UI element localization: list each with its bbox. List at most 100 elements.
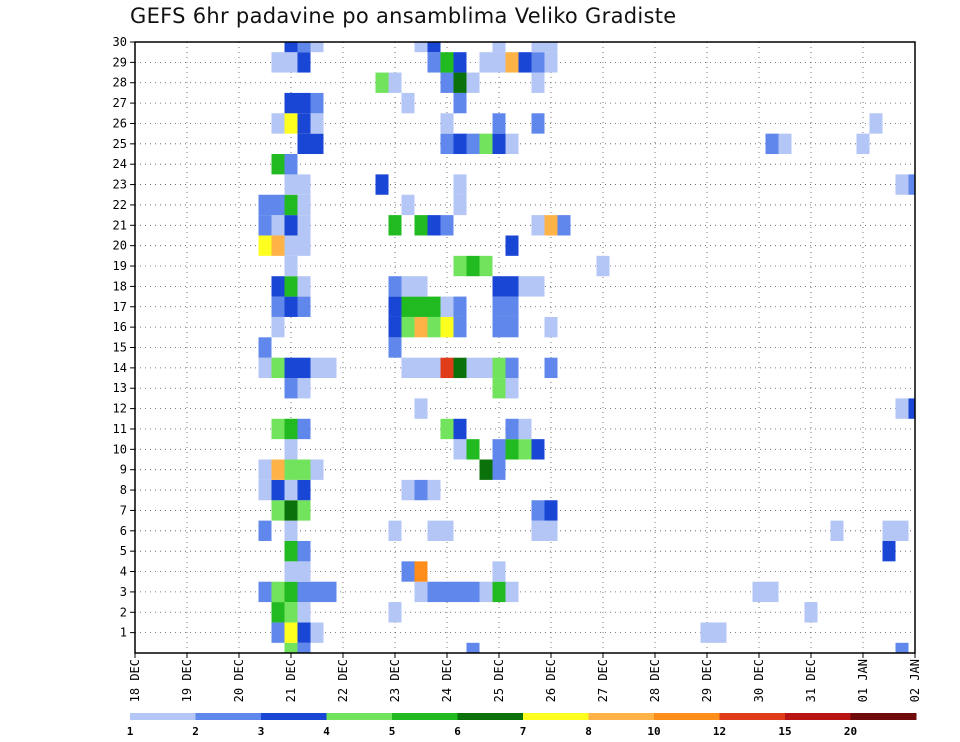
- heatmap-cell: [440, 52, 454, 73]
- heatmap-cell: [284, 276, 298, 297]
- heatmap-cell: [388, 520, 402, 541]
- legend-swatch: [588, 713, 655, 720]
- heatmap-cell: [284, 215, 298, 236]
- y-tick-label: 21: [113, 218, 127, 232]
- heatmap-cell: [297, 540, 311, 562]
- heatmap-cell: [271, 52, 285, 73]
- heatmap-cell: [297, 113, 311, 134]
- x-tick-label: 02 JAN: [908, 659, 922, 702]
- heatmap-cell: [414, 42, 428, 53]
- heatmap-cell: [557, 215, 571, 236]
- heatmap-cell: [895, 520, 909, 541]
- heatmap-cell: [401, 479, 415, 501]
- heatmap-cell: [531, 113, 545, 134]
- y-tick-label: 4: [120, 565, 127, 579]
- legend-swatch: [654, 713, 720, 720]
- heatmap-cell: [440, 581, 454, 603]
- heatmap-cell: [492, 459, 506, 480]
- heatmap-cell: [388, 296, 402, 317]
- heatmap-cell: [427, 296, 441, 317]
- legend-label: 5: [389, 725, 396, 738]
- heatmap-cell: [388, 215, 402, 236]
- heatmap-cell: [505, 316, 519, 338]
- heatmap-cell: [440, 72, 454, 93]
- heatmap-cell: [284, 642, 298, 653]
- heatmap-cell: [310, 357, 324, 379]
- y-tick-label: 7: [120, 503, 127, 517]
- legend-label: 20: [844, 725, 857, 738]
- heatmap-cell: [284, 479, 298, 501]
- y-tick-label: 15: [113, 341, 127, 355]
- y-tick-label: 29: [113, 55, 127, 69]
- y-tick-label: 5: [120, 544, 127, 558]
- legend-swatch: [457, 713, 524, 720]
- heatmap-cell: [388, 316, 402, 338]
- heatmap-cell: [271, 622, 285, 643]
- heatmap-cell: [492, 52, 506, 73]
- heatmap-cell: [544, 316, 558, 338]
- heatmap-cell: [271, 296, 285, 317]
- heatmap-cell: [258, 194, 272, 216]
- heatmap-cell: [271, 418, 285, 440]
- heatmap-cell: [531, 42, 545, 53]
- heatmap-cell: [869, 113, 883, 134]
- y-tick-label: 20: [113, 239, 127, 253]
- heatmap-cell: [297, 194, 311, 216]
- heatmap-cell: [310, 581, 324, 603]
- heatmap-cell: [284, 520, 298, 541]
- heatmap-cell: [492, 357, 506, 379]
- heatmap-cell: [492, 561, 506, 582]
- heatmap-cell: [284, 154, 298, 175]
- heatmap-cell: [414, 215, 428, 236]
- heatmap-cell: [518, 276, 532, 297]
- heatmap-cell: [297, 561, 311, 582]
- heatmap-cell: [479, 52, 493, 73]
- heatmap-cell: [440, 316, 454, 338]
- heatmap-cell: [440, 113, 454, 134]
- heatmap-cell: [271, 316, 285, 338]
- heatmap-cell: [388, 602, 402, 623]
- legend-label: 1: [127, 725, 134, 738]
- heatmap-cell: [297, 296, 311, 317]
- heatmap-cell: [284, 500, 298, 521]
- heatmap-cell: [401, 276, 415, 297]
- heatmap-cell: [271, 194, 285, 216]
- heatmap-cell: [505, 52, 519, 73]
- heatmap-cell: [505, 439, 519, 460]
- heatmap-cell: [427, 520, 441, 541]
- heatmap-cell: [492, 133, 506, 155]
- heatmap-cell: [297, 500, 311, 521]
- heatmap-cell: [453, 194, 467, 216]
- heatmap-cell: [453, 92, 467, 114]
- heatmap-cell: [466, 72, 480, 93]
- heatmap-cell: [453, 174, 467, 195]
- heatmap-cell: [492, 276, 506, 297]
- heatmap-cell: [271, 276, 285, 297]
- x-tick-label: 23 DEC: [388, 659, 402, 702]
- heatmap-cell: [284, 194, 298, 216]
- heatmap-cell: [258, 479, 272, 501]
- heatmap-cell: [713, 622, 727, 643]
- chart-title: GEFS 6hr padavine po ansamblima Veliko G…: [130, 4, 677, 28]
- heatmap-cell: [453, 418, 467, 440]
- heatmap-cell: [284, 602, 298, 623]
- heatmap-cell: [453, 72, 467, 93]
- x-tick-label: 28 DEC: [648, 659, 662, 702]
- heatmap-cell: [258, 520, 272, 541]
- heatmap-cell: [284, 235, 298, 256]
- heatmap-cell: [440, 296, 454, 317]
- y-tick-label: 17: [113, 300, 127, 314]
- heatmap-cell: [804, 602, 818, 623]
- heatmap-cell: [284, 52, 298, 73]
- heatmap-cell: [466, 581, 480, 603]
- legend-swatch: [850, 713, 917, 720]
- heatmap-cell: [297, 276, 311, 297]
- legend-swatch: [130, 713, 196, 720]
- heatmap-cell: [284, 439, 298, 460]
- heatmap-cell: [453, 581, 467, 603]
- heatmap-cell: [466, 642, 480, 653]
- heatmap-cell: [310, 113, 324, 134]
- heatmap-cell: [388, 72, 402, 93]
- heatmap-cell: [401, 357, 415, 379]
